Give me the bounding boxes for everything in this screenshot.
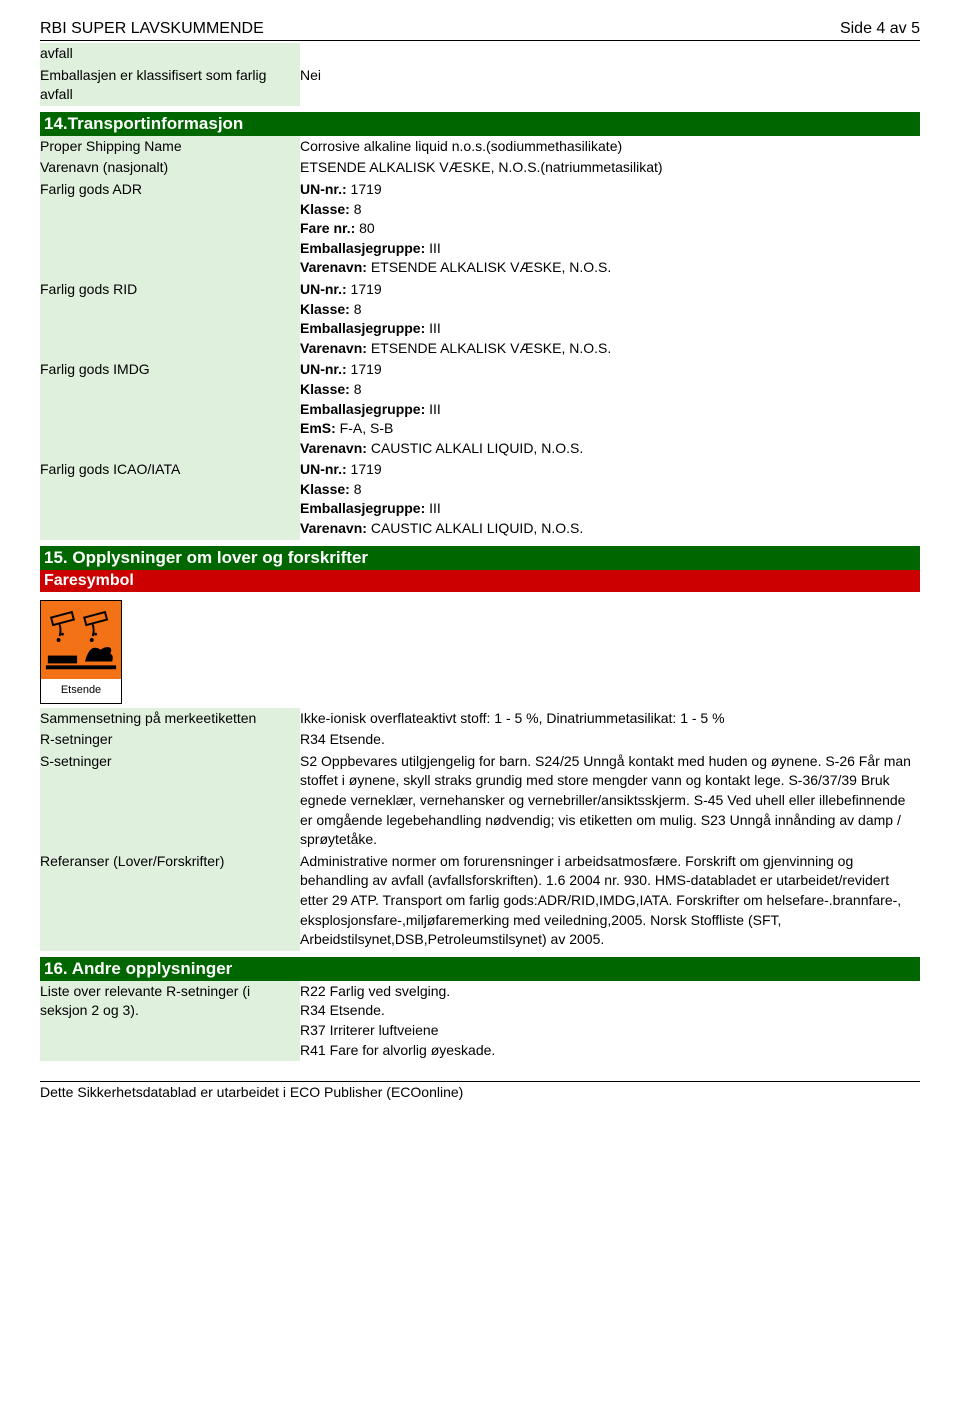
document-footer: Dette Sikkerhetsdatablad er utarbeidet i… (40, 1081, 920, 1100)
row-label: Proper Shipping Name (40, 136, 300, 158)
section-14-header: 14.Transportinformasjon (40, 112, 920, 136)
page-indicator: Side 4 av 5 (840, 20, 920, 38)
document-header: RBI SUPER LAVSKUMMENDE Side 4 av 5 (40, 20, 920, 41)
table-row: S-setningerS2 Oppbevares utilgjengelig f… (40, 751, 920, 851)
row-label: Varenavn (nasjonalt) (40, 157, 300, 179)
top-table: avfallEmballasjen er klassifisert som fa… (40, 43, 920, 106)
table-row: Farlig gods RIDUN-nr.: 1719Klasse: 8Emba… (40, 279, 920, 359)
row-value: Ikke-ionisk overflateaktivt stoff: 1 - 5… (300, 708, 920, 730)
table-row: Farlig gods ICAO/IATAUN-nr.: 1719Klasse:… (40, 459, 920, 539)
table-row: Emballasjen er klassifisert som farlig a… (40, 65, 920, 106)
row-label: Farlig gods RID (40, 279, 300, 359)
row-value: ETSENDE ALKALISK VÆSKE, N.O.S.(natriumme… (300, 157, 920, 179)
row-label: Emballasjen er klassifisert som farlig a… (40, 65, 300, 106)
row-label: Sammensetning på merkeetiketten (40, 708, 300, 730)
hazard-pictogram: Etsende (40, 600, 122, 704)
table-row: R-setningerR34 Etsende. (40, 729, 920, 751)
section-15-table: Sammensetning på merkeetikettenIkke-ioni… (40, 708, 920, 951)
row-label: S-setninger (40, 751, 300, 851)
row-value: UN-nr.: 1719Klasse: 8Emballasjegruppe: I… (300, 459, 920, 539)
table-row: Referanser (Lover/Forskrifter)Administra… (40, 851, 920, 951)
row-label: Liste over relevante R-setninger (i seks… (40, 981, 300, 1061)
row-label: Farlig gods ADR (40, 179, 300, 279)
document-title: RBI SUPER LAVSKUMMENDE (40, 20, 264, 38)
section-14-table: Proper Shipping NameCorrosive alkaline l… (40, 136, 920, 540)
row-value: Administrative normer om forurensninger … (300, 851, 920, 951)
corrosive-icon (41, 601, 121, 679)
row-label: Farlig gods ICAO/IATA (40, 459, 300, 539)
row-value: R22 Farlig ved svelging.R34 Etsende.R37 … (300, 981, 920, 1061)
table-row: Sammensetning på merkeetikettenIkke-ioni… (40, 708, 920, 730)
table-row: avfall (40, 43, 920, 65)
section-15-header: 15. Opplysninger om lover og forskrifter (40, 546, 920, 570)
row-value: Corrosive alkaline liquid n.o.s.(sodiumm… (300, 136, 920, 158)
row-value: Nei (300, 65, 920, 106)
row-label: Referanser (Lover/Forskrifter) (40, 851, 300, 951)
row-value: UN-nr.: 1719Klasse: 8Fare nr.: 80Emballa… (300, 179, 920, 279)
row-value: R34 Etsende. (300, 729, 920, 751)
row-value: S2 Oppbevares utilgjengelig for barn. S2… (300, 751, 920, 851)
section-15-subheader: Faresymbol (40, 570, 920, 592)
row-label: R-setninger (40, 729, 300, 751)
section-16-table: Liste over relevante R-setninger (i seks… (40, 981, 920, 1061)
table-row: Liste over relevante R-setninger (i seks… (40, 981, 920, 1061)
table-row: Proper Shipping NameCorrosive alkaline l… (40, 136, 920, 158)
row-label: avfall (40, 43, 300, 65)
table-row: Farlig gods ADRUN-nr.: 1719Klasse: 8Fare… (40, 179, 920, 279)
row-value (300, 43, 920, 65)
footer-text: Dette Sikkerhetsdatablad er utarbeidet i… (40, 1084, 463, 1100)
hazard-label: Etsende (41, 679, 121, 703)
row-label: Farlig gods IMDG (40, 359, 300, 459)
row-value: UN-nr.: 1719Klasse: 8Emballasjegruppe: I… (300, 359, 920, 459)
section-16-header: 16. Andre opplysninger (40, 957, 920, 981)
row-value: UN-nr.: 1719Klasse: 8Emballasjegruppe: I… (300, 279, 920, 359)
table-row: Varenavn (nasjonalt)ETSENDE ALKALISK VÆS… (40, 157, 920, 179)
table-row: Farlig gods IMDGUN-nr.: 1719Klasse: 8Emb… (40, 359, 920, 459)
